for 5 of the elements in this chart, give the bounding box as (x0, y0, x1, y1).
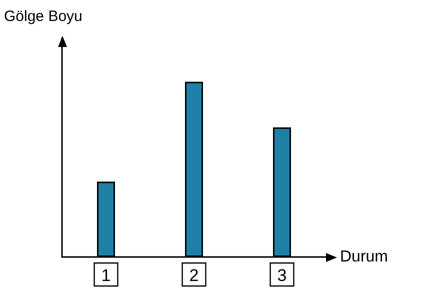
x-tick-label: 3 (277, 266, 287, 285)
x-tick-label: 1 (101, 266, 111, 285)
x-tick-label: 2 (189, 266, 199, 285)
x-axis-title: Durum (340, 248, 388, 266)
y-axis-title: Gölge Boyu (4, 8, 82, 25)
